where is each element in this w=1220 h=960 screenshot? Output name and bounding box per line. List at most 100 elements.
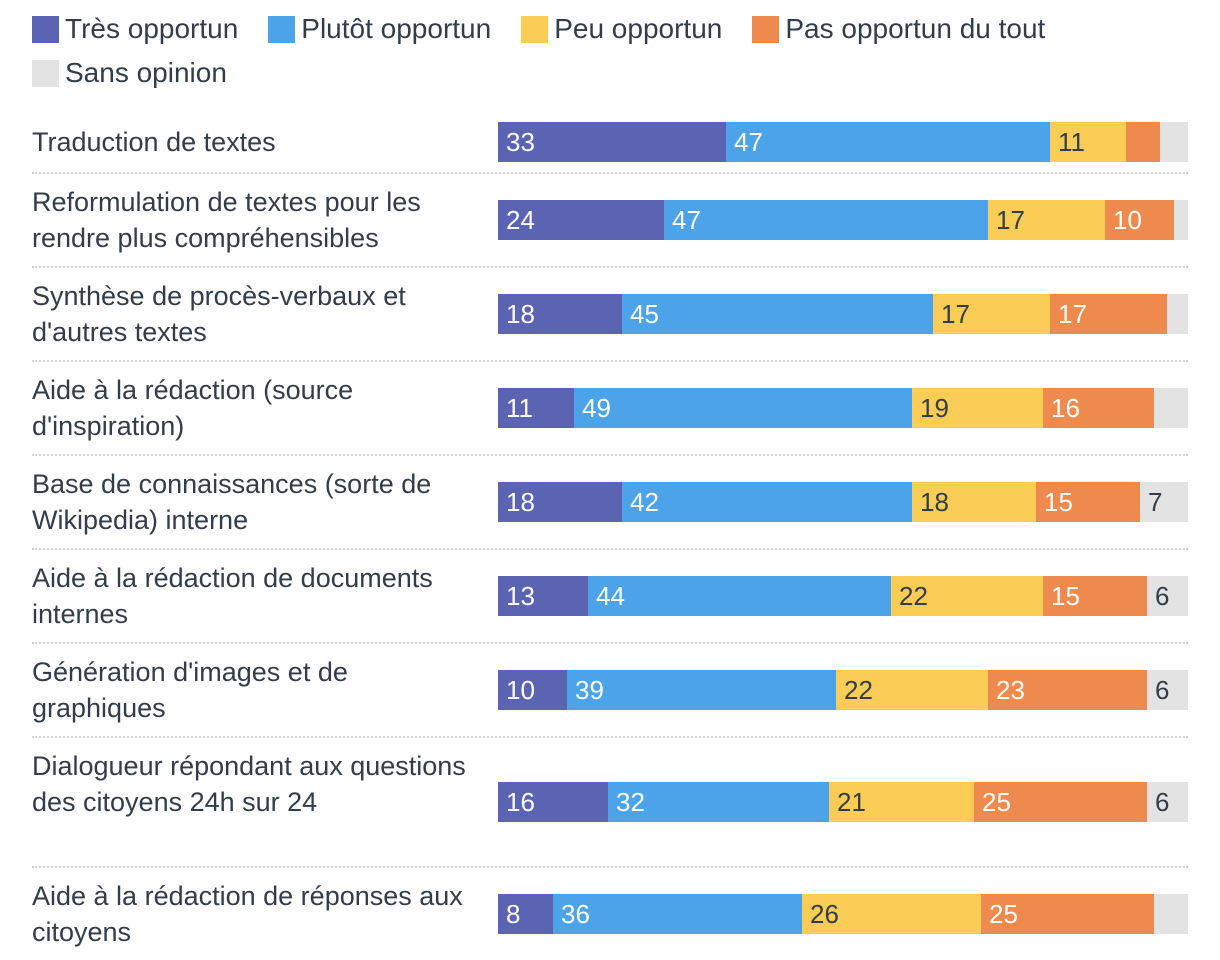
bar-segment: 18 (498, 294, 622, 334)
data-label: 42 (630, 487, 659, 517)
row-divider (32, 866, 1188, 868)
legend-swatch (521, 15, 549, 43)
data-label: 39 (575, 675, 604, 705)
bar-row: 11 49 19 16 (498, 388, 1188, 428)
data-label: 24 (506, 205, 535, 235)
category-label: Aide à la rédaction (source d'inspiratio… (32, 375, 354, 441)
bar-segment: 15 (1036, 482, 1140, 522)
data-label: 47 (734, 127, 763, 157)
data-label: 10 (506, 675, 535, 705)
bar-segment: 47 (726, 122, 1050, 162)
bar-segment: 10 (498, 670, 567, 710)
data-label: 18 (920, 487, 949, 517)
row-divider (32, 266, 1188, 268)
category-label: Traduction de textes (32, 127, 276, 157)
data-label: 6 (1155, 787, 1170, 817)
bar-segment: 15 (1043, 576, 1147, 616)
data-label: 21 (837, 787, 866, 817)
bar-segment: 19 (912, 388, 1043, 428)
data-label: 22 (899, 581, 928, 611)
bar-row: 10 39 22 23 6 (498, 670, 1188, 710)
bar-segment: 6 (1147, 576, 1188, 616)
bar-segment: 17 (988, 200, 1105, 240)
legend-label: Plutôt opportun (301, 13, 492, 44)
bar-segment: 32 (608, 782, 829, 822)
data-label: 16 (1051, 393, 1080, 423)
data-label: 18 (506, 487, 535, 517)
data-label: 23 (996, 675, 1025, 705)
data-label: 11 (1058, 127, 1085, 157)
bar-segment: 26 (802, 894, 981, 934)
bar-segment: 16 (1043, 388, 1154, 428)
data-label: 45 (630, 299, 659, 329)
bar-segment: 45 (622, 294, 933, 334)
data-label: 10 (1113, 205, 1142, 235)
bar-row: 8 36 26 25 (498, 894, 1188, 934)
bar-segment: 22 (836, 670, 988, 710)
row-divider (32, 360, 1188, 362)
data-label: 26 (810, 899, 839, 929)
bar-segment: 6 (1147, 670, 1188, 710)
bar-segment: 49 (574, 388, 912, 428)
data-label: 25 (989, 899, 1018, 929)
data-label: 18 (506, 299, 535, 329)
data-label: 13 (506, 581, 535, 611)
data-label: 47 (672, 205, 701, 235)
bar-segment: 39 (567, 670, 836, 710)
data-label: 17 (996, 205, 1025, 235)
bar-segment: 24 (498, 200, 664, 240)
category-label: Synthèse de procès-verbaux et d'autres t… (32, 281, 406, 347)
category-label: Aide à la rédaction de documents interne… (32, 563, 433, 629)
legend-swatch (32, 59, 59, 87)
bar-segment: 25 (981, 894, 1154, 934)
data-label: 49 (582, 393, 611, 423)
category-label: Aide à la rédaction de réponses aux cito… (32, 881, 463, 947)
data-label: 8 (506, 899, 521, 929)
data-label: 6 (1155, 581, 1170, 611)
bar-segment: 36 (553, 894, 802, 934)
data-label: 15 (1044, 487, 1073, 517)
legend-item: Sans opinion (32, 56, 227, 90)
bar-row: 13 44 22 15 6 (498, 576, 1188, 616)
legend-label: Très opportun (65, 13, 239, 44)
bar-segment: 47 (664, 200, 988, 240)
bar-segment (1160, 122, 1188, 162)
bar-row: 24 47 17 10 (498, 200, 1188, 240)
bar-segment (1126, 122, 1160, 162)
data-label: 19 (920, 393, 949, 423)
legend-item: Plutôt opportun (268, 12, 491, 46)
category-label: Génération d'images et de graphiques (32, 657, 348, 723)
bar-segment: 8 (498, 894, 553, 934)
legend-swatch (752, 15, 780, 43)
bar-segment (1154, 894, 1188, 934)
bar-segment: 42 (622, 482, 912, 522)
data-label: 16 (506, 787, 535, 817)
legend-swatch (268, 15, 296, 43)
data-label: 44 (596, 581, 625, 611)
bar-segment (1174, 200, 1188, 240)
bar-row: 33 47 11 (498, 122, 1188, 162)
data-label: 17 (941, 299, 970, 329)
bar-segment: 21 (829, 782, 974, 822)
row-divider (32, 548, 1188, 550)
bar-segment: 44 (588, 576, 891, 616)
bar-segment: 18 (912, 482, 1036, 522)
bar-segment: 23 (988, 670, 1147, 710)
chart-legend: Très opportun Plutôt opportun Peu opportun… (32, 12, 1192, 90)
data-label: 11 (506, 393, 533, 423)
bar-segment: 11 (498, 388, 574, 428)
data-label: 32 (616, 787, 645, 817)
bar-row: 18 45 17 17 (498, 294, 1188, 334)
legend-label: Sans opinion (65, 57, 227, 88)
bar-row: 16 32 21 25 6 (498, 782, 1188, 822)
bar-segment (1167, 294, 1188, 334)
data-label: 15 (1051, 581, 1080, 611)
bar-segment: 25 (974, 782, 1147, 822)
bar-row: 18 42 18 15 7 (498, 482, 1188, 522)
row-divider (32, 454, 1188, 456)
data-label: 36 (561, 899, 590, 929)
data-label: 17 (1058, 299, 1087, 329)
category-label: Base de connaissances (sorte de Wikipedi… (32, 469, 432, 535)
row-divider (32, 642, 1188, 644)
